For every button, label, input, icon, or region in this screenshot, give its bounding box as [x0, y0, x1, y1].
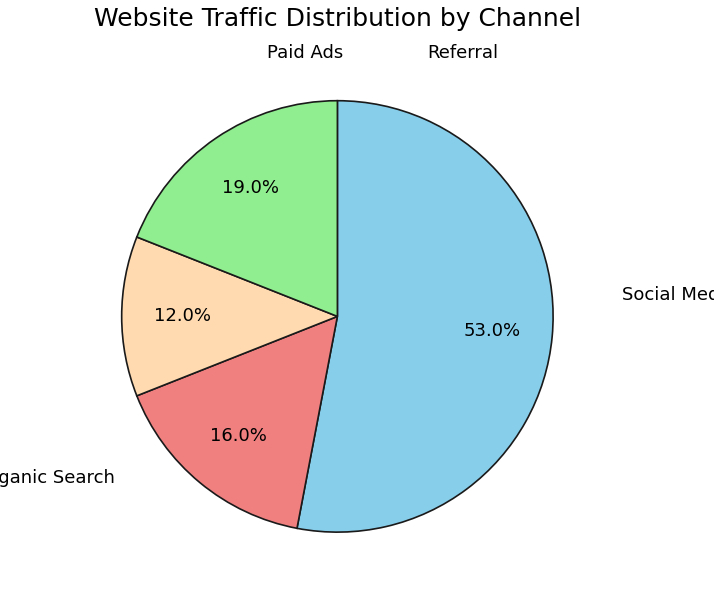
Text: Social Media: Social Media — [622, 286, 714, 304]
Text: Organic Search: Organic Search — [0, 469, 115, 487]
Wedge shape — [137, 317, 338, 528]
Wedge shape — [137, 101, 338, 317]
Text: Paid Ads: Paid Ads — [267, 44, 343, 62]
Text: 19.0%: 19.0% — [221, 179, 278, 197]
Text: 53.0%: 53.0% — [463, 322, 521, 340]
Text: 12.0%: 12.0% — [154, 307, 211, 326]
Text: 16.0%: 16.0% — [210, 427, 267, 445]
Wedge shape — [121, 237, 338, 396]
Title: Website Traffic Distribution by Channel: Website Traffic Distribution by Channel — [94, 7, 581, 31]
Text: Referral: Referral — [427, 44, 498, 62]
Wedge shape — [297, 101, 553, 532]
